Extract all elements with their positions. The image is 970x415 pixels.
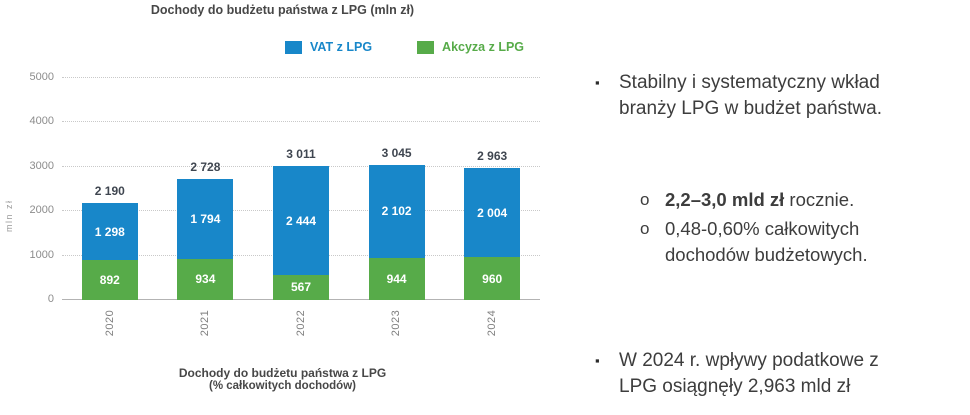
legend-swatch-icon bbox=[285, 40, 302, 54]
bullet-1-text: Stabilny i systematyczny wkład branży LP… bbox=[619, 72, 882, 119]
vat-segment: 2 004 bbox=[464, 168, 521, 258]
x-tick-label: 2021 bbox=[177, 300, 233, 346]
x-tick-label: 2023 bbox=[369, 300, 425, 346]
chart-legend: VAT z LPG Akcyza z LPG bbox=[285, 40, 524, 54]
legend-swatch-icon bbox=[417, 40, 435, 54]
chart-title: Dochody do budżetu państwa z LPG (mln zł… bbox=[150, 3, 415, 17]
notes-panel: ▪ Stabilny i systematyczny wkład branży … bbox=[583, 0, 970, 415]
sub-bullet-1-bold: 2,2–3,0 mld zł bbox=[665, 189, 785, 210]
bar-total-label: 2 190 bbox=[94, 183, 125, 198]
gridline bbox=[62, 165, 540, 167]
akcyza-segment: 567 bbox=[272, 274, 329, 300]
bar-group-2022: 3 011 2 444 567 2022 bbox=[272, 147, 329, 336]
y-tick-label: 3000 bbox=[29, 159, 54, 172]
bar-total-label: 2 963 bbox=[477, 149, 508, 164]
legend-item-vat: VAT z LPG bbox=[285, 40, 372, 54]
vat-segment: 1 298 bbox=[81, 202, 138, 261]
legend-item-akcyza: Akcyza z LPG bbox=[417, 40, 524, 54]
vat-segment: 2 444 bbox=[272, 166, 329, 275]
square-bullet-icon: ▪ bbox=[595, 75, 600, 90]
akcyza-segment: 892 bbox=[81, 260, 138, 300]
circle-bullet-icon: o bbox=[640, 190, 650, 209]
next-chart-title: Dochody do budżetu państwa z LPG (% całk… bbox=[0, 366, 565, 392]
bullet-item-2: ▪ W 2024 r. wpływy podatkowe z LPG osiąg… bbox=[595, 348, 891, 400]
bars-container: 2 190 1 298 892 2020 2 728 1 794 934 2021 3 011 2… bbox=[62, 78, 540, 336]
akcyza-segment: 960 bbox=[464, 257, 521, 300]
bar-group-2023: 3 045 2 102 944 2023 bbox=[368, 146, 425, 336]
x-tick-text: 2024 bbox=[486, 309, 499, 337]
bar-total-label: 3 045 bbox=[381, 145, 412, 160]
x-tick-label: 2020 bbox=[82, 300, 138, 346]
plot-area: 0 1000 2000 3000 4000 5000 2 190 1 298 892 2020 2 … bbox=[30, 71, 540, 336]
sub-bullet-item-2: o 0,48-0,60% całkowitych dochodów budżet… bbox=[640, 216, 897, 268]
gridline bbox=[62, 121, 540, 123]
next-chart-title-line1: Dochody do budżetu państwa z LPG bbox=[178, 366, 387, 380]
bar-total-label: 2 728 bbox=[190, 159, 221, 174]
sub-bullet-1-text: 2,2–3,0 mld zł rocznie. bbox=[665, 187, 897, 213]
circle-bullet-icon: o bbox=[640, 219, 650, 238]
x-tick-text: 2020 bbox=[103, 309, 116, 337]
x-tick-label: 2024 bbox=[464, 300, 520, 346]
vat-segment: 1 794 bbox=[177, 178, 234, 259]
x-tick-text: 2023 bbox=[390, 309, 403, 337]
gridline bbox=[62, 77, 540, 78]
y-tick-label: 1000 bbox=[29, 248, 54, 261]
y-tick-label: 4000 bbox=[29, 115, 54, 128]
x-tick-text: 2022 bbox=[294, 309, 307, 337]
legend-label: Akcyza z LPG bbox=[442, 40, 525, 54]
sub-bullet-list: o 2,2–3,0 mld zł rocznie. o 0,48-0,60% c… bbox=[640, 187, 897, 271]
sub-bullet-2-text: 0,48-0,60% całkowitych dochodów budżetow… bbox=[665, 218, 868, 265]
akcyza-segment: 944 bbox=[368, 258, 425, 300]
vat-segment: 2 102 bbox=[368, 164, 425, 259]
legend-label: VAT z LPG bbox=[310, 40, 373, 54]
next-chart-title-line2: (% całkowitych dochodów) bbox=[209, 380, 356, 392]
x-tick-text: 2021 bbox=[199, 309, 212, 337]
sub-bullet-item-1: o 2,2–3,0 mld zł rocznie. bbox=[640, 187, 897, 213]
x-tick-label: 2022 bbox=[273, 300, 329, 346]
bar-total-label: 3 011 bbox=[286, 147, 316, 162]
y-tick-label: 0 bbox=[47, 293, 54, 305]
y-tick-label: 2000 bbox=[29, 204, 54, 217]
bullet-2-text: W 2024 r. wpływy podatkowe z LPG osiągnę… bbox=[619, 350, 879, 397]
bar-group-2024: 2 963 2 004 960 2024 bbox=[464, 149, 521, 336]
sub-bullet-1-rest: rocznie. bbox=[784, 189, 855, 210]
bullet-item-1: ▪ Stabilny i systematyczny wkład branży … bbox=[595, 70, 884, 122]
square-bullet-icon: ▪ bbox=[595, 353, 600, 368]
akcyza-segment: 934 bbox=[177, 258, 234, 300]
y-tick-label: 5000 bbox=[29, 71, 54, 83]
bar-group-2020: 2 190 1 298 892 2020 bbox=[81, 184, 138, 336]
bar-group-2021: 2 728 1 794 934 2021 bbox=[177, 160, 234, 336]
